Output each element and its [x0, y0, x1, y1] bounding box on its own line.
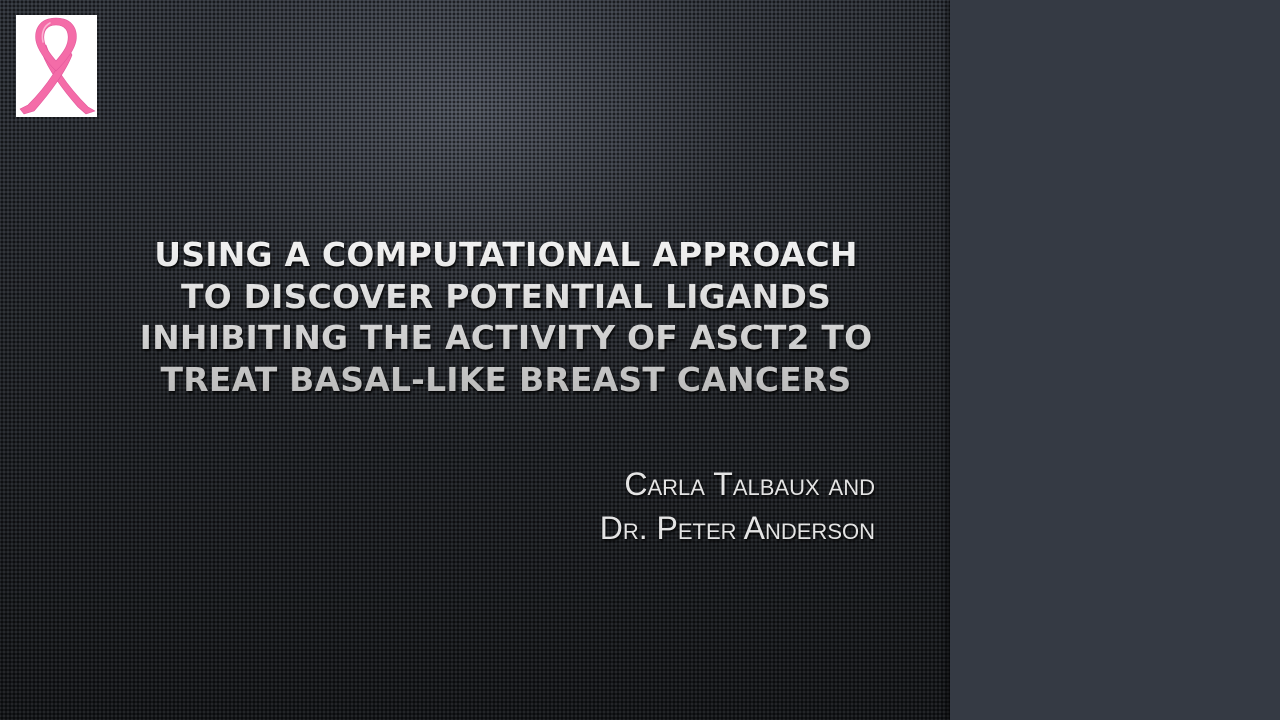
ribbon-logo	[16, 15, 97, 117]
slide-subtitle-authors: Carla Talbaux and Dr. Peter Anderson	[380, 462, 875, 550]
side-panel-background	[950, 0, 1280, 720]
title-line: Using a Computational approach	[154, 235, 858, 274]
title-slide: Using a Computational approach to discov…	[0, 0, 950, 720]
title-line: inhibiting the activity of ASCT2 to	[139, 318, 873, 357]
author-line: Carla Talbaux and	[624, 466, 875, 502]
title-line: treat basal-like breast cancers	[160, 359, 852, 399]
slide-title: Using a Computational approach to discov…	[120, 234, 892, 400]
author-line: Dr. Peter Anderson	[599, 510, 875, 546]
title-line: to discover potential ligands	[180, 276, 832, 316]
pink-ribbon-icon	[19, 17, 96, 115]
